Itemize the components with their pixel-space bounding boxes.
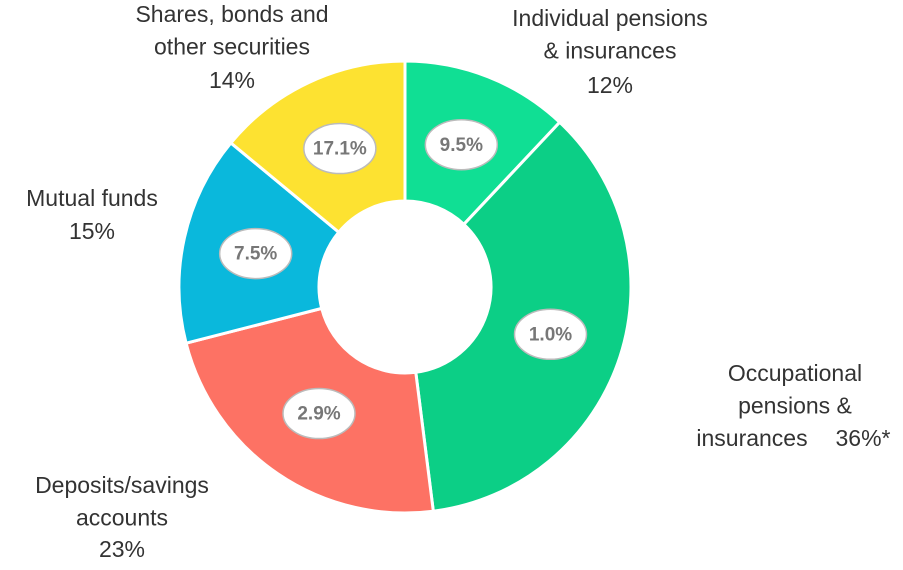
- inner-badge: [218, 227, 293, 280]
- label-line: Mutual funds: [26, 185, 158, 211]
- label-line: other securities: [154, 34, 310, 60]
- inner-label: 2.9%: [297, 404, 340, 425]
- inner-badge: [282, 387, 356, 440]
- segment-label: Occupational pensions & insurances: [696, 360, 862, 451]
- inner-label: 17.1%: [313, 139, 367, 160]
- segment-value: 14%: [209, 67, 255, 93]
- inner-label: 7.5%: [234, 244, 277, 265]
- segment-value: 12%: [587, 72, 633, 98]
- inner-badge: [303, 122, 377, 175]
- segment-label: Deposits/savings accounts: [35, 472, 209, 531]
- label-line: insurances: [696, 425, 807, 451]
- inner-label: 1.0%: [529, 324, 572, 345]
- label-line: Individual pensions: [512, 5, 708, 31]
- segment-value: 15%: [69, 218, 115, 244]
- segment-value: 23%: [99, 536, 145, 562]
- label-line: Deposits/savings: [35, 472, 209, 498]
- label-line: & insurances: [544, 38, 677, 64]
- donut-segment: [414, 120, 633, 513]
- label-line: Occupational: [728, 360, 862, 386]
- inner-label: 9.5%: [440, 135, 483, 156]
- inner-badge: [513, 308, 588, 361]
- label-line: pensions &: [738, 393, 852, 419]
- segment-label: Individual pensions & insurances: [512, 5, 708, 64]
- label-line: Shares, bonds and: [135, 1, 328, 27]
- inner-badge: [424, 118, 499, 171]
- label-line: accounts: [76, 505, 168, 531]
- segment-label: Shares, bonds and other securities: [135, 1, 328, 60]
- segment-label: Mutual funds: [26, 185, 158, 211]
- segment-value: 36%*: [836, 425, 891, 451]
